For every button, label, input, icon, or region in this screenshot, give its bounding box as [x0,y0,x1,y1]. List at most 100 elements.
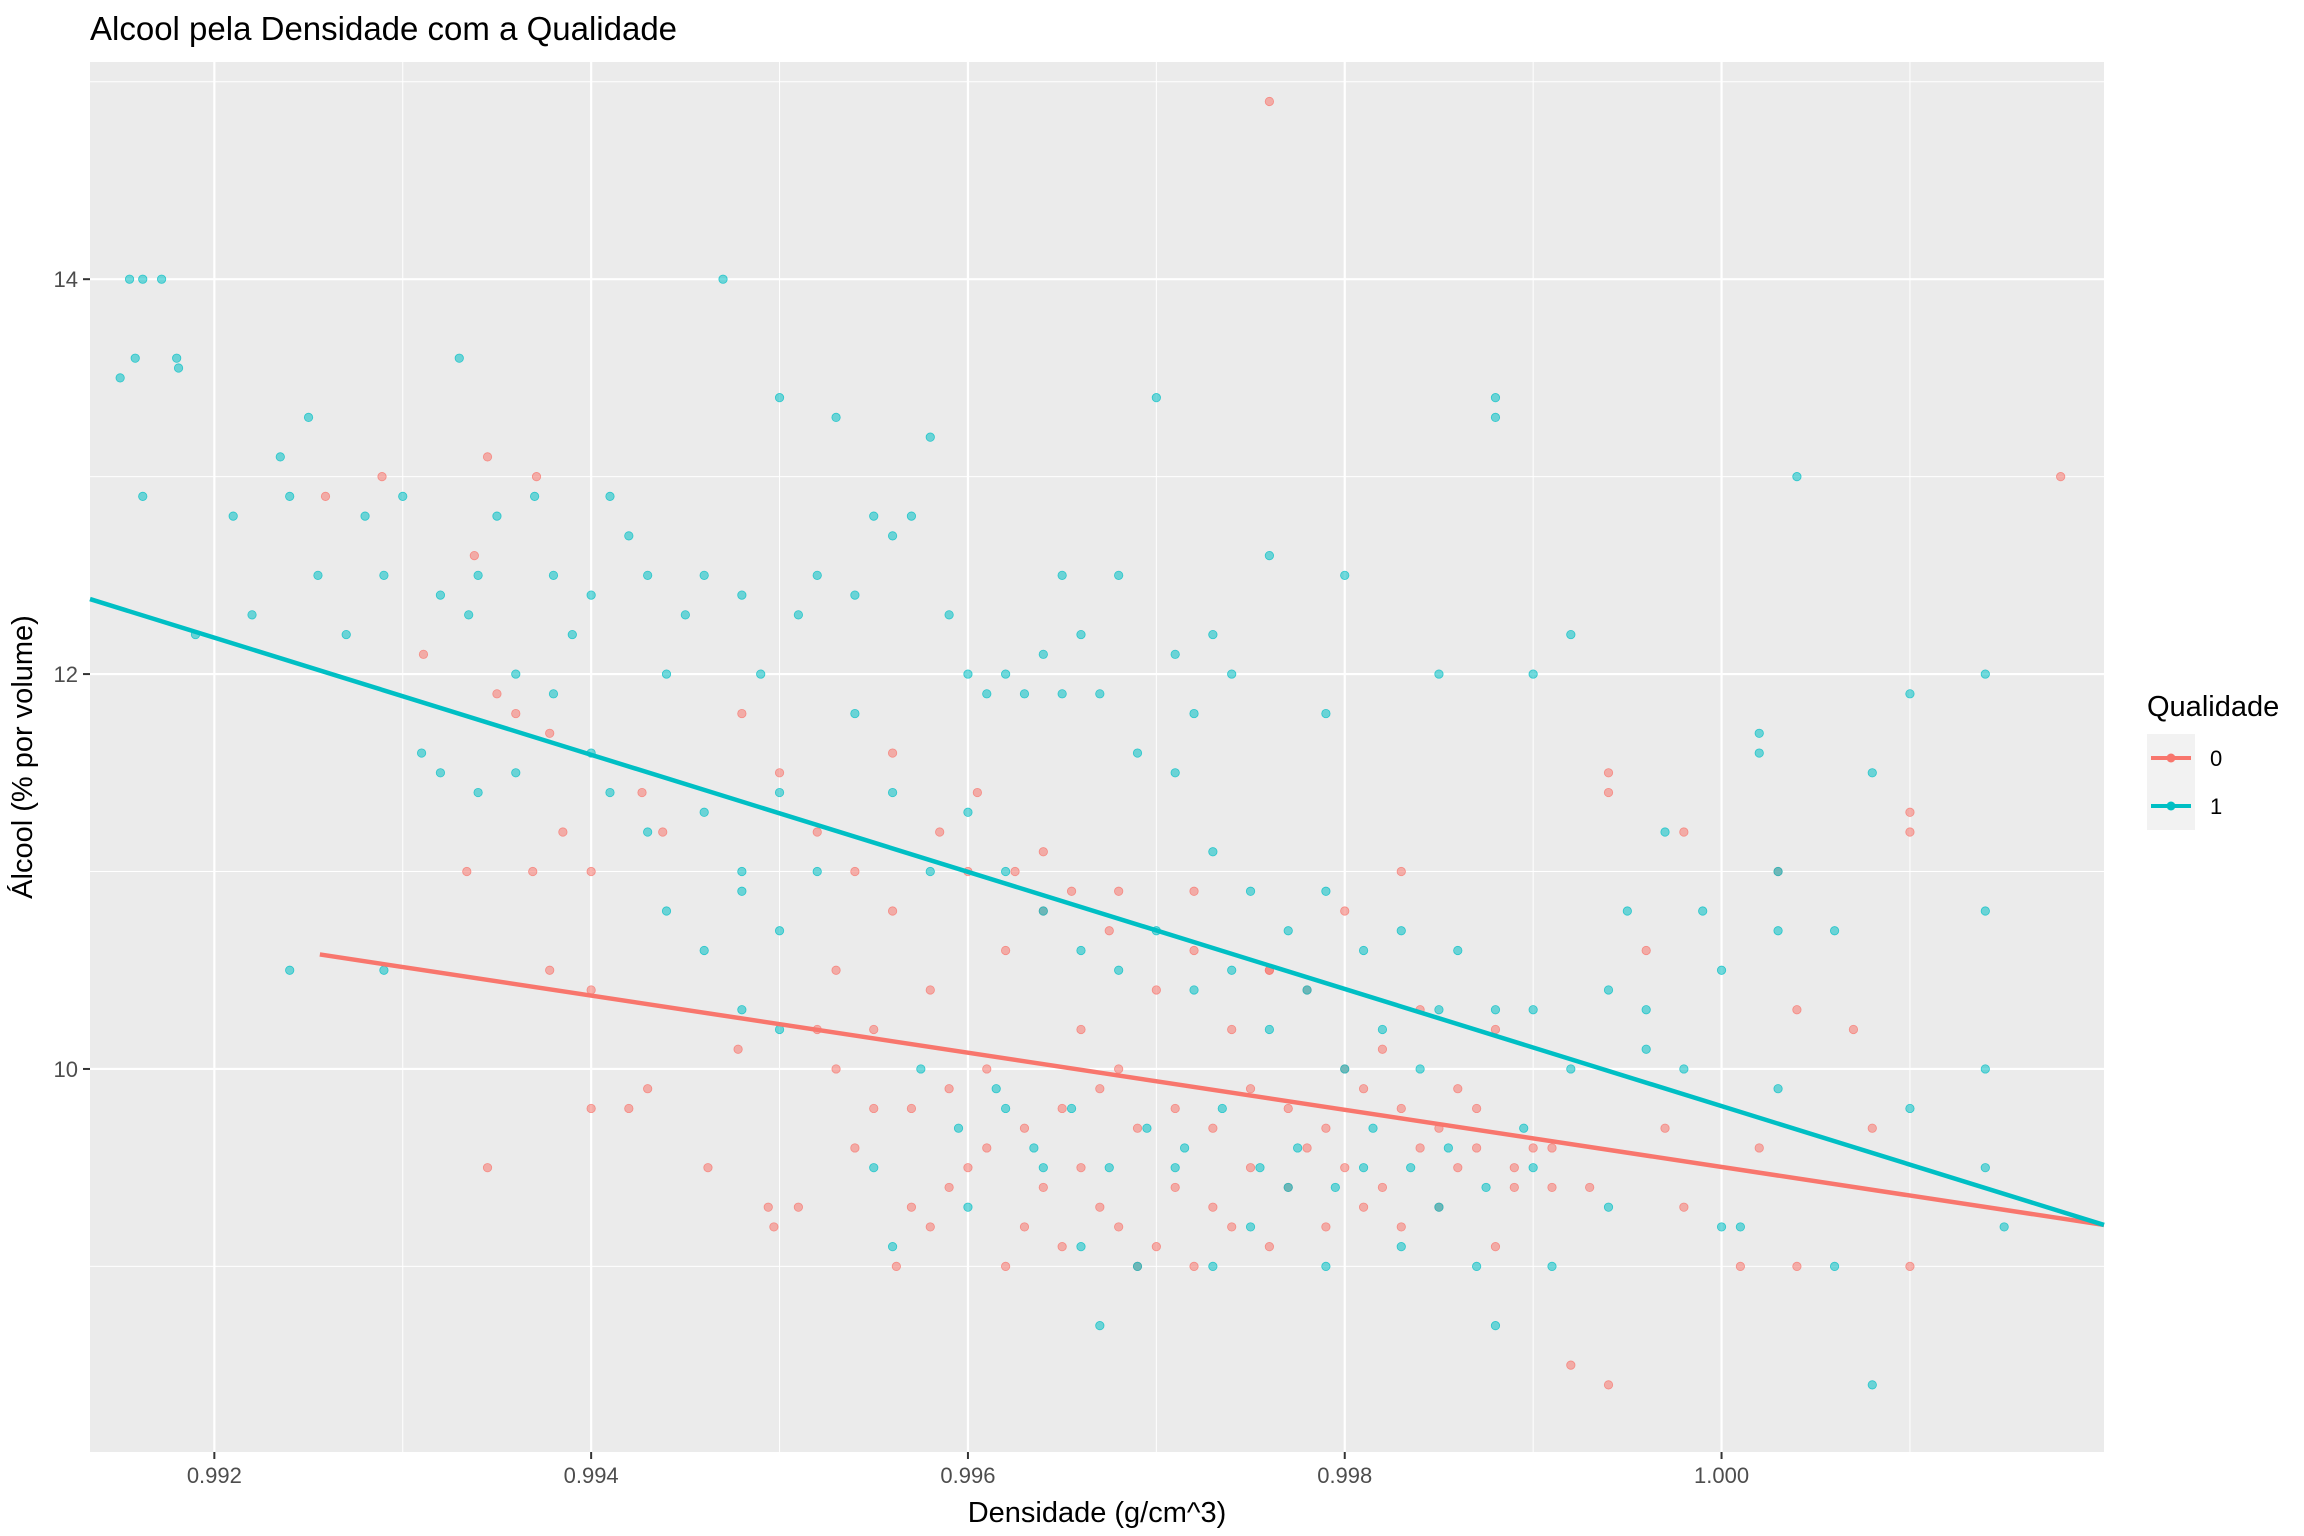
grid-lines [90,62,2104,1452]
data-point [1208,1261,1218,1272]
data-point [285,491,295,501]
data-point [1283,926,1293,936]
data-point [1227,965,1237,975]
data-point [454,353,464,363]
data-point [379,965,389,975]
data-point [1641,1005,1651,1015]
data-point [699,807,709,817]
trend-line-0 [319,952,2105,1228]
data-point [1340,1163,1350,1173]
data-point [1358,1163,1369,1173]
data-point [869,1163,879,1173]
data-point [1472,1103,1482,1114]
data-point [769,1222,779,1232]
trend-line-1 [89,596,2105,1228]
data-point [1132,1261,1143,1272]
data-point [850,708,860,719]
data-point [511,669,521,679]
data-point [1773,926,1783,936]
data-point [1038,1182,1048,1193]
data-point [1038,906,1048,916]
data-point [435,590,446,600]
data-point [1867,768,1877,778]
data-point [1114,1064,1124,1074]
data-point [1180,1143,1190,1153]
data-point [1660,1123,1670,1133]
data-point [1905,1261,1915,1272]
data-point [1019,1222,1030,1232]
data-point [1170,768,1180,778]
data-point [1679,1202,1689,1212]
data-point [1340,1064,1350,1074]
data-point [1453,1163,1463,1173]
data-point [1905,807,1915,817]
data-point [1641,945,1651,956]
data-point [469,551,479,561]
data-point [1358,1202,1369,1212]
data-point [831,1064,841,1074]
data-point [1980,906,1990,916]
data-point [1076,1242,1086,1252]
data-point [850,1143,860,1153]
data-point [586,866,596,877]
data-point [1076,945,1086,956]
data-point [1716,1222,1727,1232]
data-point [1453,945,1463,956]
data-point [528,866,538,877]
data-point [1490,393,1501,403]
data-point [1603,1202,1614,1212]
series-1-points [115,274,2009,1390]
legend-entry-1: 1 [2147,782,2222,830]
data-point [416,748,427,758]
data-point [812,866,822,877]
data-point [887,787,898,798]
data-point [944,1182,954,1193]
data-point [462,866,472,877]
data-point [718,274,728,284]
data-point [1255,1163,1265,1173]
data-point [1029,1143,1039,1153]
data-point [1490,412,1501,422]
data-point [733,1044,743,1054]
data-point [1095,689,1105,699]
data-point [812,827,822,837]
data-point [982,689,992,699]
data-point [558,827,568,837]
data-point [1283,1103,1293,1114]
data-point [1698,906,1708,916]
data-point [1114,886,1124,896]
data-point [492,511,502,521]
data-point [658,827,668,837]
data-point [953,1123,964,1133]
data-point [1001,945,1011,956]
data-point [1057,1103,1067,1114]
data-point [793,610,803,620]
y-axis: 10 12 14 [54,267,90,1082]
trend-lines [89,596,2105,1228]
data-point [360,511,370,521]
data-point [1264,551,1274,561]
x-tick-label: 0.998 [1317,1463,1372,1488]
data-point [138,491,148,501]
data-point [756,669,766,679]
data-point [887,748,898,758]
data-point [916,1064,926,1074]
data-point [661,669,672,679]
data-point [774,393,785,403]
data-point [1066,886,1077,896]
data-point [1151,1242,1161,1252]
data-point [1142,1123,1152,1133]
data-point [1528,1163,1538,1173]
data-point [1283,1182,1293,1193]
legend-key-point [2166,801,2176,811]
data-point [944,610,954,620]
data-point [1189,945,1199,956]
data-point [435,768,446,778]
data-point [1603,985,1614,995]
data-point [1001,866,1011,877]
data-point [1170,1182,1180,1193]
data-point [1189,886,1199,896]
data-point [1754,1143,1764,1153]
data-point [1227,1024,1237,1035]
data-point [1641,1044,1651,1054]
